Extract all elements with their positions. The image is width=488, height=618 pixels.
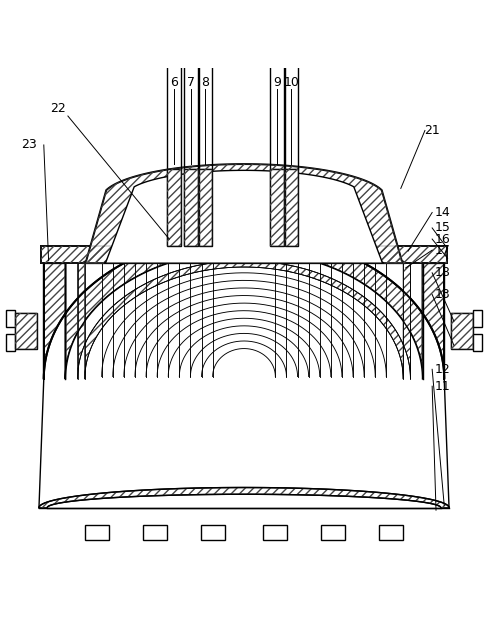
Text: 16: 16 [435, 232, 450, 245]
Bar [321, 525, 346, 540]
Bar [167, 169, 181, 247]
Text: 10: 10 [284, 76, 299, 89]
Polygon shape [78, 261, 410, 379]
Polygon shape [65, 251, 423, 379]
Polygon shape [15, 313, 37, 349]
Bar [41, 247, 447, 263]
Bar [379, 525, 403, 540]
Text: 13: 13 [435, 288, 450, 301]
Polygon shape [82, 164, 406, 263]
Text: 15: 15 [435, 221, 450, 234]
Bar [184, 169, 198, 247]
Bar [167, 169, 181, 247]
Polygon shape [451, 313, 473, 349]
Text: 18: 18 [435, 266, 450, 279]
Bar [184, 169, 198, 247]
Text: 9: 9 [273, 76, 281, 89]
Bar [285, 169, 298, 247]
Text: 6: 6 [170, 76, 178, 89]
Bar [199, 169, 212, 247]
Text: 14: 14 [435, 206, 450, 219]
Polygon shape [104, 171, 384, 263]
Text: 8: 8 [202, 76, 209, 89]
Bar [270, 169, 284, 247]
Polygon shape [44, 234, 444, 379]
Bar [199, 169, 212, 247]
Bar [285, 169, 298, 247]
Bar [6, 310, 15, 327]
Text: 12: 12 [435, 363, 450, 376]
Polygon shape [39, 488, 449, 508]
Text: 17: 17 [435, 243, 450, 256]
Bar [473, 310, 482, 327]
Bar [6, 334, 15, 351]
Text: 22: 22 [50, 103, 66, 116]
Bar [85, 525, 109, 540]
Bar [270, 169, 284, 247]
Bar [473, 334, 482, 351]
Text: 11: 11 [435, 379, 450, 392]
Bar [264, 525, 287, 540]
Bar [201, 525, 224, 540]
Text: 23: 23 [21, 138, 37, 151]
Text: 7: 7 [187, 76, 195, 89]
Bar [41, 247, 447, 263]
Text: 21: 21 [424, 124, 440, 137]
Bar [142, 525, 167, 540]
